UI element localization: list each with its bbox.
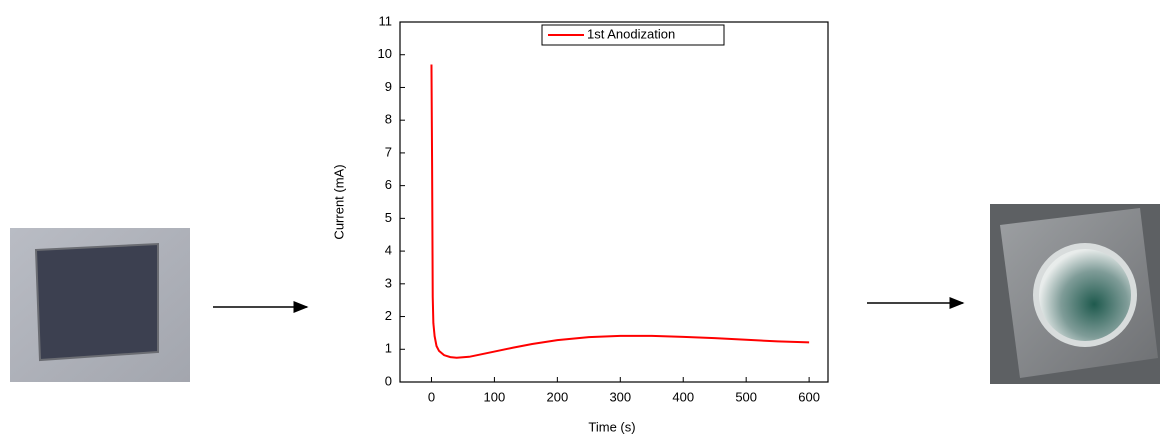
y-tick-label: 6 bbox=[385, 177, 392, 192]
plot-frame bbox=[399, 21, 829, 383]
line bbox=[430, 64, 810, 359]
x-tick-label: 500 bbox=[735, 389, 757, 404]
y-tick-label: 5 bbox=[385, 210, 392, 225]
y-tick-label: 9 bbox=[385, 79, 392, 94]
y-tick-label: 0 bbox=[385, 373, 392, 388]
x-tick-label: 100 bbox=[484, 389, 506, 404]
y-tick-label: 1 bbox=[385, 341, 392, 356]
x-tick-label: 600 bbox=[798, 389, 820, 404]
y-tick-label: 7 bbox=[385, 144, 392, 159]
legend-label: 1st Anodization bbox=[587, 26, 675, 41]
x-tick-label: 400 bbox=[672, 389, 694, 404]
x-tick-label: 200 bbox=[547, 389, 569, 404]
y-tick-label: 8 bbox=[385, 112, 392, 127]
x-axis-label: Time (s) bbox=[588, 419, 635, 434]
y-tick-label: 11 bbox=[379, 13, 393, 28]
x-tick-label: 300 bbox=[609, 389, 631, 404]
y-tick-label: 10 bbox=[378, 46, 392, 61]
y-tick-label: 2 bbox=[385, 308, 392, 323]
y-tick-label: 3 bbox=[385, 275, 392, 290]
legend-box bbox=[541, 24, 725, 46]
y-tick-label: 4 bbox=[385, 243, 392, 258]
x-tick-label: 0 bbox=[428, 389, 435, 404]
sample-photo-before bbox=[10, 228, 190, 382]
sample-photo-after bbox=[990, 204, 1160, 384]
y-axis-label: Current (mA) bbox=[331, 164, 346, 239]
